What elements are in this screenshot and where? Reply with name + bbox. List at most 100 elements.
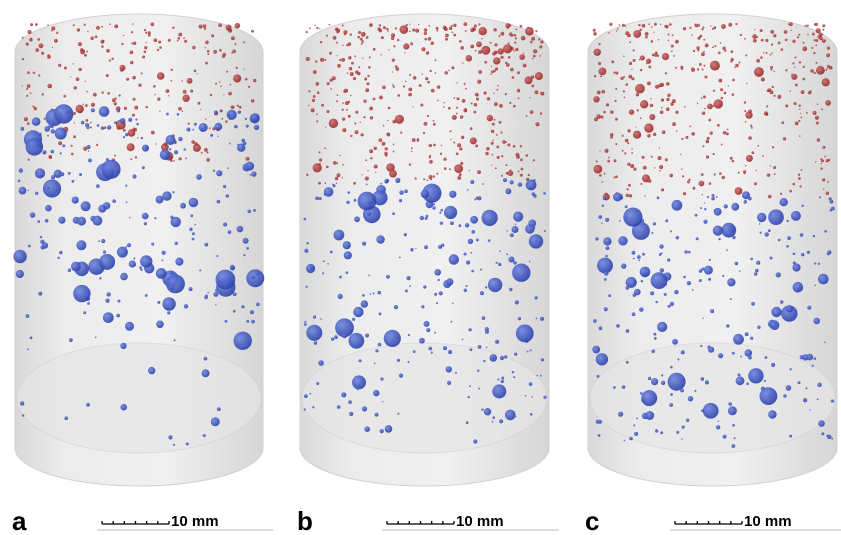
blue-pore xyxy=(616,324,620,328)
blue-pore xyxy=(172,191,175,194)
red-pore xyxy=(165,89,170,93)
red-pore xyxy=(184,39,188,43)
blue-pore xyxy=(243,254,246,257)
red-pore xyxy=(493,28,497,32)
red-pore xyxy=(382,26,386,30)
red-pore xyxy=(218,23,222,28)
blue-pore xyxy=(675,235,679,240)
red-pore xyxy=(811,32,815,36)
red-pore xyxy=(418,84,422,87)
red-pore xyxy=(739,33,743,37)
red-pore xyxy=(391,58,395,62)
red-pore xyxy=(409,23,411,25)
red-pore xyxy=(713,99,723,109)
red-pore xyxy=(226,70,229,73)
red-pore xyxy=(496,155,500,159)
blue-pore xyxy=(715,425,721,430)
red-pore xyxy=(105,74,109,77)
blue-pore xyxy=(241,138,245,143)
blue-pore xyxy=(79,173,82,176)
blue-pore xyxy=(821,432,825,436)
red-pore xyxy=(706,195,710,199)
blue-pore xyxy=(154,217,157,220)
red-pore xyxy=(700,173,704,176)
red-pore xyxy=(628,194,632,198)
blue-pore xyxy=(631,221,650,240)
blue-pore xyxy=(593,319,597,323)
blue-pore xyxy=(442,346,447,351)
red-pore xyxy=(243,68,245,70)
blue-pore xyxy=(708,277,711,281)
blue-pore xyxy=(199,269,202,272)
blue-pore xyxy=(792,263,801,272)
red-pore xyxy=(410,42,413,46)
red-pore xyxy=(527,173,530,177)
red-pore xyxy=(493,92,495,94)
red-pore xyxy=(698,63,702,66)
red-pore xyxy=(822,145,826,149)
blue-pore xyxy=(48,123,53,128)
blue-pore xyxy=(369,293,372,295)
blue-pore xyxy=(341,392,347,398)
blue-pore xyxy=(670,230,672,233)
red-pore xyxy=(737,171,740,174)
red-pore xyxy=(231,36,235,41)
red-pore xyxy=(477,170,481,175)
red-pore xyxy=(688,178,691,181)
red-pore xyxy=(73,86,77,90)
red-pore xyxy=(380,36,384,40)
red-pore xyxy=(712,46,714,48)
blue-pore xyxy=(216,407,221,412)
blue-pore xyxy=(425,214,429,218)
red-pore xyxy=(220,85,222,87)
red-pore xyxy=(459,147,463,151)
red-pore xyxy=(32,71,36,75)
red-pore xyxy=(342,117,346,121)
blue-pore xyxy=(39,235,43,239)
red-pore xyxy=(159,46,162,49)
red-pore xyxy=(26,122,30,125)
red-pore xyxy=(692,186,696,190)
blue-pore xyxy=(375,349,379,353)
red-pore xyxy=(461,98,466,103)
red-pore xyxy=(453,33,457,37)
red-pore xyxy=(328,118,339,128)
blue-pore xyxy=(155,268,167,279)
blue-pore xyxy=(331,337,335,341)
red-pore xyxy=(336,162,338,165)
blue-pore xyxy=(595,237,599,241)
red-pore xyxy=(362,57,364,59)
red-pore xyxy=(483,91,487,95)
blue-pore xyxy=(447,380,452,385)
red-pore xyxy=(719,42,722,44)
red-pore xyxy=(458,173,462,177)
red-pore xyxy=(373,146,377,150)
blue-pore xyxy=(372,292,375,295)
sample-panel xyxy=(587,13,838,487)
red-pore xyxy=(756,58,760,63)
red-pore xyxy=(628,74,633,79)
blue-pore xyxy=(42,179,62,198)
blue-pore xyxy=(540,316,544,321)
red-pore xyxy=(524,76,533,85)
blue-pore xyxy=(597,434,601,437)
red-pore xyxy=(470,28,475,33)
red-pore xyxy=(494,43,498,47)
red-pore xyxy=(519,145,523,148)
blue-pore xyxy=(687,396,694,402)
red-pore xyxy=(336,30,340,34)
red-pore xyxy=(312,163,322,173)
blue-pore xyxy=(612,386,616,389)
red-pore xyxy=(704,43,709,48)
red-pore xyxy=(23,117,28,122)
blue-pore xyxy=(167,311,171,315)
blue-pore xyxy=(639,307,644,312)
blue-pore xyxy=(125,321,134,331)
red-pore xyxy=(510,33,514,37)
red-pore xyxy=(408,92,412,97)
blue-pore xyxy=(227,230,232,234)
red-pore xyxy=(245,156,250,161)
red-pore xyxy=(710,25,712,27)
red-pore xyxy=(628,183,631,187)
blue-pore xyxy=(731,202,740,211)
